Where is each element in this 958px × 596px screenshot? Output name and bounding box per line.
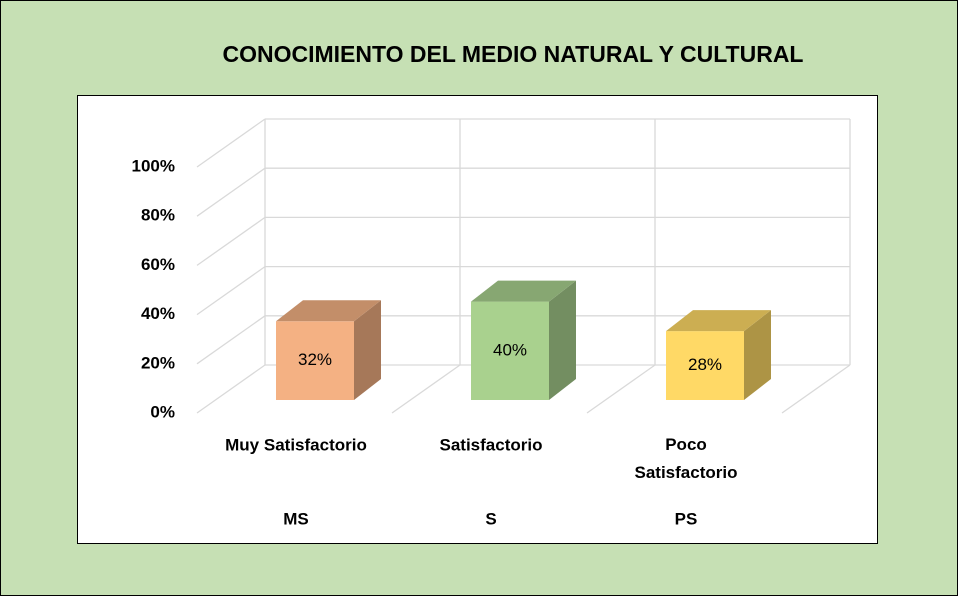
bar-top <box>471 280 576 302</box>
grid-line <box>196 118 266 168</box>
y-tick-label: 100% <box>132 156 175 175</box>
bar-side <box>354 300 381 400</box>
bar-side <box>744 310 771 400</box>
grid-line <box>196 364 266 414</box>
y-tick-label: 60% <box>141 255 175 274</box>
chart-title: CONOCIMIENTO DEL MEDIO NATURAL Y CULTURA… <box>223 41 804 67</box>
grid-line <box>196 216 266 266</box>
grid-line <box>196 266 266 316</box>
bar-top <box>276 300 381 322</box>
x-group-label: MS <box>283 509 309 528</box>
y-tick-label: 0% <box>150 402 175 421</box>
value-label: 28% <box>688 355 722 374</box>
y-tick-label: 20% <box>141 353 175 372</box>
grid-line <box>196 315 266 365</box>
x-tick-label: Satisfactorio <box>440 435 543 454</box>
grid-line <box>196 167 266 217</box>
bar-top <box>666 310 771 332</box>
floor-line <box>781 364 851 414</box>
x-group-label: PS <box>675 509 698 528</box>
bar-front <box>276 321 354 400</box>
x-tick-label: Poco Satisfactorio <box>635 435 738 482</box>
floor-line <box>391 364 461 414</box>
floor-line <box>586 364 656 414</box>
value-label: 40% <box>493 340 527 359</box>
y-tick-label: 40% <box>141 304 175 323</box>
y-tick-label: 80% <box>141 206 175 225</box>
x-tick-label: Muy Satisfactorio <box>225 435 367 454</box>
bar-front <box>471 301 549 400</box>
value-label: 32% <box>298 350 332 369</box>
x-group-label: S <box>485 509 496 528</box>
bar-side <box>549 280 576 400</box>
bar-front <box>666 331 744 400</box>
